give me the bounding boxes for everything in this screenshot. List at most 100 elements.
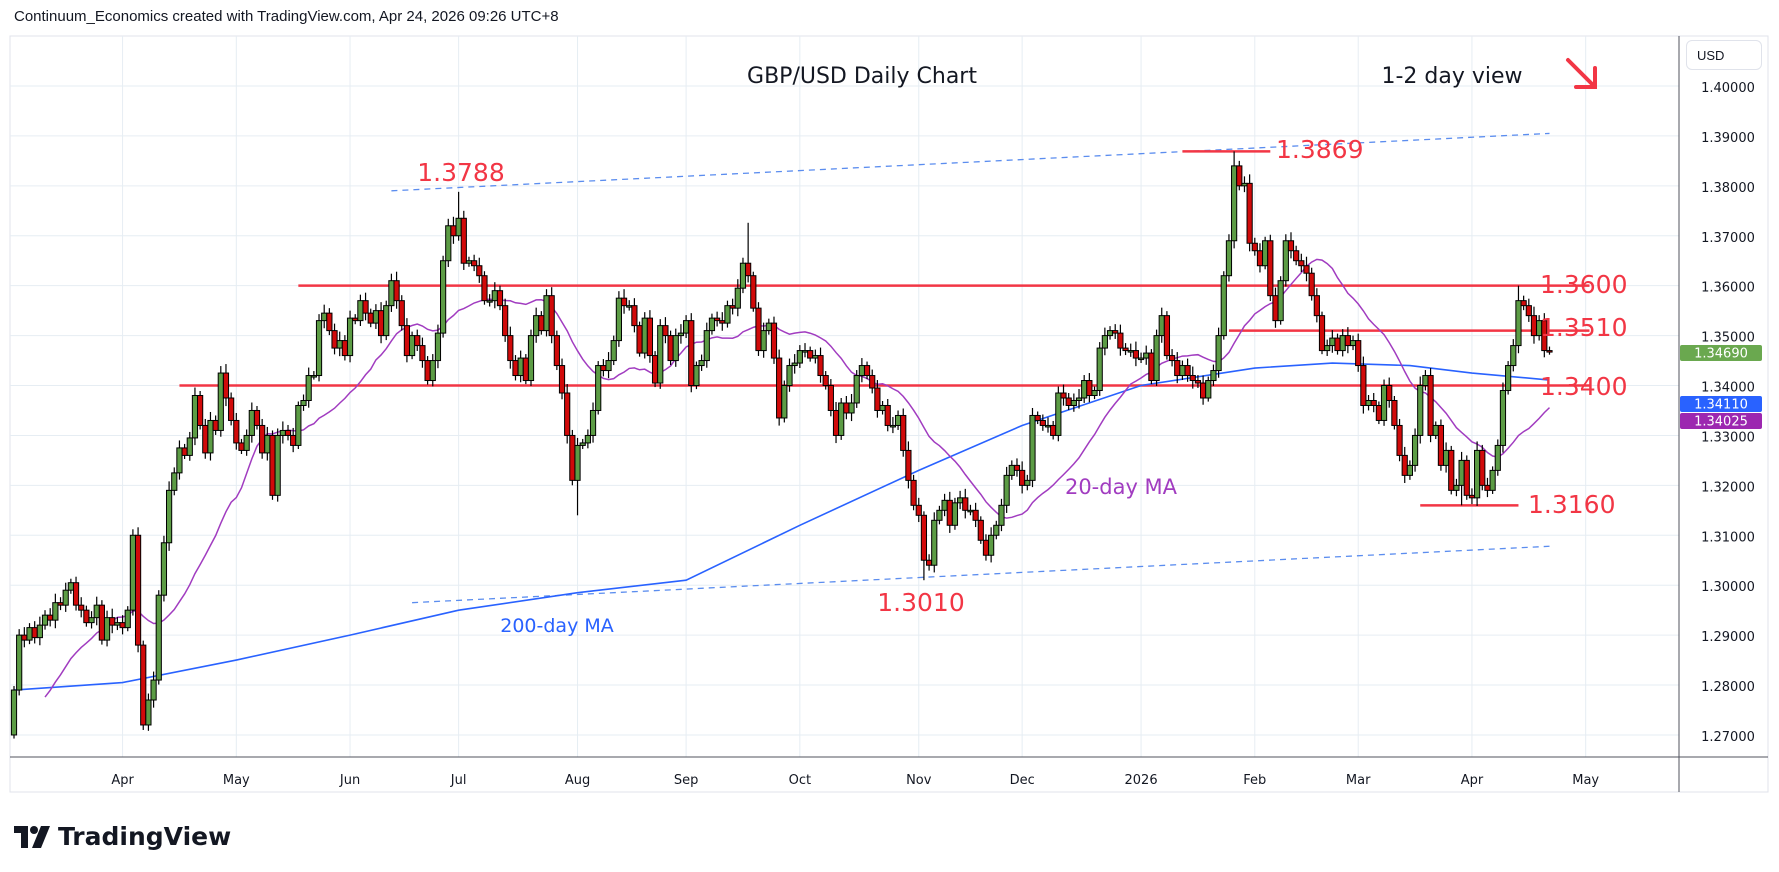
candle[interactable] xyxy=(967,504,974,516)
candle[interactable] xyxy=(853,370,860,408)
candle[interactable] xyxy=(595,361,602,415)
candle[interactable] xyxy=(1050,420,1057,440)
candle[interactable] xyxy=(750,271,757,312)
candle[interactable] xyxy=(957,490,964,510)
candle[interactable] xyxy=(760,322,767,358)
candle[interactable] xyxy=(1251,237,1258,256)
candle[interactable] xyxy=(1267,234,1274,302)
candle[interactable] xyxy=(1086,373,1093,403)
currency-button[interactable]: USD xyxy=(1686,40,1762,70)
candle[interactable] xyxy=(186,431,193,461)
candle[interactable] xyxy=(672,328,679,367)
candle[interactable] xyxy=(941,493,948,517)
candle[interactable] xyxy=(1200,375,1207,405)
candle[interactable] xyxy=(305,367,312,408)
candle[interactable] xyxy=(408,331,416,360)
candle[interactable] xyxy=(41,610,49,630)
candle[interactable] xyxy=(512,355,519,381)
candle[interactable] xyxy=(176,440,183,480)
candle[interactable] xyxy=(26,623,33,645)
candle[interactable] xyxy=(93,596,100,626)
candle[interactable] xyxy=(683,315,690,339)
candle[interactable] xyxy=(1081,375,1088,403)
plot-area[interactable] xyxy=(10,132,1590,739)
candle[interactable] xyxy=(553,330,560,371)
candle[interactable] xyxy=(31,621,38,644)
candle[interactable] xyxy=(1148,349,1155,385)
candle[interactable] xyxy=(1117,324,1124,356)
candle[interactable] xyxy=(817,347,824,383)
candle[interactable] xyxy=(827,379,834,417)
candle[interactable] xyxy=(584,429,591,449)
candle[interactable] xyxy=(166,481,173,551)
candle[interactable] xyxy=(884,398,891,432)
candle[interactable] xyxy=(1070,393,1077,412)
candle[interactable] xyxy=(1391,396,1398,430)
candle[interactable] xyxy=(848,394,855,422)
candle[interactable] xyxy=(367,308,374,328)
candle[interactable] xyxy=(476,257,483,283)
candle[interactable] xyxy=(119,615,126,635)
candle[interactable] xyxy=(807,346,814,362)
candle[interactable] xyxy=(290,427,297,453)
candle[interactable] xyxy=(326,308,333,336)
candle[interactable] xyxy=(160,535,168,602)
candle[interactable] xyxy=(589,402,597,443)
candle[interactable] xyxy=(615,291,622,347)
candle[interactable] xyxy=(52,593,59,629)
candle[interactable] xyxy=(703,322,710,368)
candle[interactable] xyxy=(222,364,230,407)
candle[interactable] xyxy=(1225,234,1233,282)
candle[interactable] xyxy=(1318,311,1326,355)
candle[interactable] xyxy=(1484,477,1491,498)
candle[interactable] xyxy=(796,345,803,368)
candle[interactable] xyxy=(1153,329,1160,386)
candle[interactable] xyxy=(838,398,845,440)
candle[interactable] xyxy=(925,554,933,571)
candle[interactable] xyxy=(1019,461,1026,494)
candle[interactable] xyxy=(1256,243,1264,273)
candle[interactable] xyxy=(688,313,695,393)
candle[interactable] xyxy=(858,358,865,383)
candle[interactable] xyxy=(134,527,142,653)
candle[interactable] xyxy=(1313,288,1320,323)
candle[interactable] xyxy=(57,597,64,611)
candle[interactable] xyxy=(1525,298,1532,322)
candle[interactable] xyxy=(440,255,447,338)
candle[interactable] xyxy=(1380,379,1388,426)
candle[interactable] xyxy=(1143,345,1150,365)
candle[interactable] xyxy=(1055,386,1062,442)
candle[interactable] xyxy=(667,330,674,366)
candle[interactable] xyxy=(1396,418,1403,462)
candle[interactable] xyxy=(1003,466,1010,513)
candle[interactable] xyxy=(171,467,178,496)
candle[interactable] xyxy=(812,349,819,364)
candle[interactable] xyxy=(1220,271,1227,340)
candle[interactable] xyxy=(719,312,726,331)
candle[interactable] xyxy=(284,424,292,441)
candle[interactable] xyxy=(1499,382,1507,453)
candle[interactable] xyxy=(874,380,881,418)
candle[interactable] xyxy=(931,512,938,573)
candle[interactable] xyxy=(1458,451,1465,506)
candle[interactable] xyxy=(181,443,188,460)
candle[interactable] xyxy=(228,392,235,426)
candle[interactable] xyxy=(62,582,69,612)
candle[interactable] xyxy=(1494,439,1501,476)
candle[interactable] xyxy=(1546,346,1553,355)
candle[interactable] xyxy=(988,527,995,563)
candle[interactable] xyxy=(202,418,209,459)
candle[interactable] xyxy=(315,314,323,382)
candle[interactable] xyxy=(1386,377,1393,408)
candle[interactable] xyxy=(145,693,152,731)
candle[interactable] xyxy=(631,298,638,333)
candle[interactable] xyxy=(564,384,571,444)
candle[interactable] xyxy=(770,316,778,364)
candle[interactable] xyxy=(724,300,731,328)
candle[interactable] xyxy=(10,686,18,739)
candle[interactable] xyxy=(1127,343,1134,357)
candle[interactable] xyxy=(300,394,307,411)
candle[interactable] xyxy=(869,369,876,394)
candle[interactable] xyxy=(1241,176,1248,193)
candle[interactable] xyxy=(972,502,979,528)
